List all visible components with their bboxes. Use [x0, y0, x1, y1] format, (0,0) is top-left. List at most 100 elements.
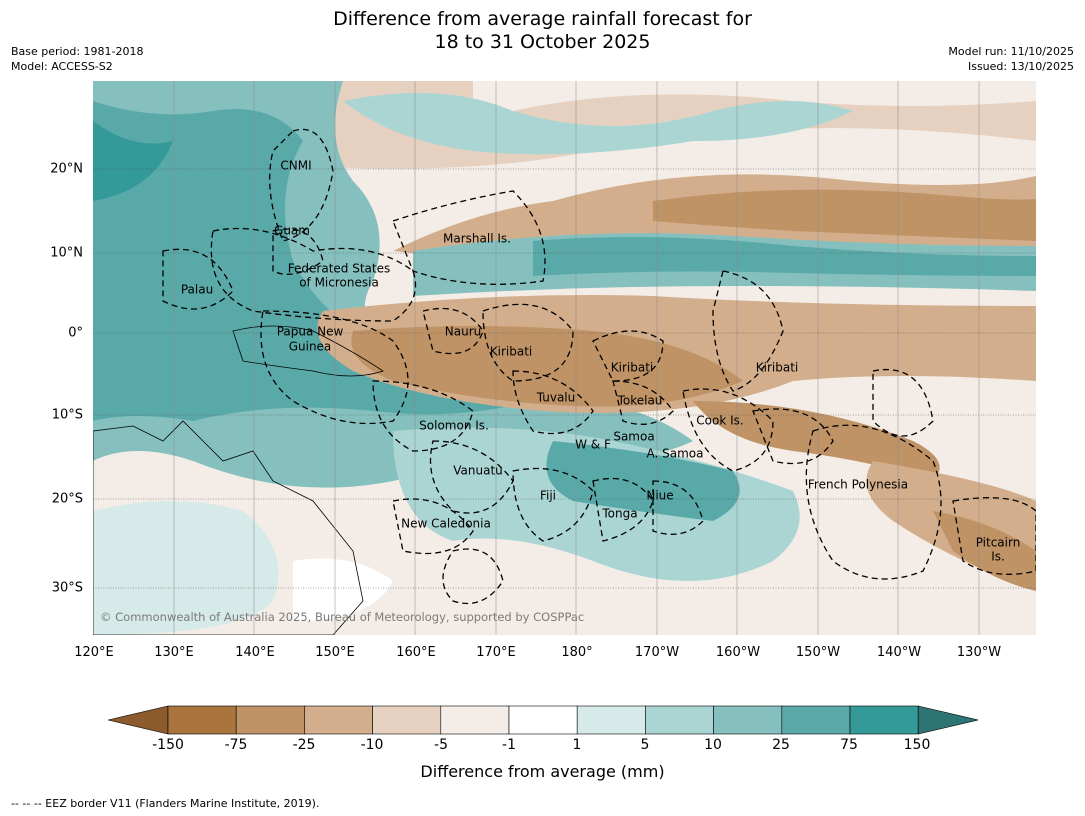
lat-label-20n: 20°N	[50, 161, 83, 177]
label-pitcairn-line1: Pitcairn	[975, 535, 1021, 550]
left-metadata: Base period: 1981-2018 Model: ACCESS-S2	[11, 44, 143, 74]
colorbar-tick: 150	[903, 737, 931, 753]
eez-pitcairn	[952, 497, 1036, 575]
label-solomon: Solomon Is.	[419, 418, 489, 433]
label-marshall: Marshall Is.	[443, 231, 511, 246]
eez-tonga	[592, 477, 654, 542]
colorbar-swatch	[576, 705, 646, 735]
png-coastline	[232, 325, 384, 377]
eez-footnote: -- -- -- EEZ border V11 (Flanders Marine…	[11, 797, 320, 810]
colorbar-tick: 25	[772, 737, 790, 753]
eez-tokelau	[612, 380, 674, 425]
label-tonga: Tonga	[602, 506, 638, 521]
eez-kiribati-phoenix	[592, 330, 664, 382]
lon-label-170w: 170°W	[634, 645, 680, 660]
colorbar-swatch	[849, 705, 919, 735]
pitcairn-brown-area	[933, 511, 1036, 591]
colorbar-swatch	[440, 705, 510, 735]
label-samoa: Samoa	[613, 429, 655, 444]
meridians	[173, 81, 980, 635]
label-french-polynesia: French Polynesia	[807, 477, 909, 492]
philippines-dark-teal	[93, 121, 173, 201]
southwest-light-teal	[93, 501, 279, 635]
lon-label-160w: 160°W	[715, 645, 761, 660]
north-teal-patch	[343, 93, 853, 155]
colorbar-tick: -150	[152, 737, 184, 753]
label-palau: Palau	[180, 282, 214, 297]
eez-french-polynesia	[805, 424, 942, 580]
lat-label-20s: 20°S	[51, 491, 83, 507]
eez-solomon	[372, 380, 474, 452]
dark-teal-band-7n	[533, 237, 1036, 276]
eez-cook	[752, 408, 834, 465]
colorbar-tick: 5	[640, 737, 650, 753]
colorbar-swatch	[508, 705, 578, 735]
label-tokelau: Tokelau	[617, 393, 663, 408]
lat-label-30s: 30°S	[51, 580, 83, 596]
lon-label-140w: 140°W	[876, 645, 922, 660]
colorbar-tick: 10	[704, 737, 722, 753]
colorbar-swatch	[304, 705, 373, 735]
eez-marshall	[392, 190, 546, 285]
label-pitcairn-line2: Is.	[991, 549, 1005, 564]
colorbar-title: Difference from average (mm)	[420, 762, 665, 781]
eez-norfolk	[442, 548, 504, 605]
colorbar-swatch	[781, 705, 851, 735]
label-png-line2: Guinea	[288, 339, 332, 354]
issued-date: Issued: 13/10/2025	[967, 60, 1074, 73]
label-kiribati-gilbert: Kiribati	[489, 344, 533, 359]
eez-cnmi	[269, 128, 334, 242]
colorbar-tick: 1	[572, 737, 582, 753]
label-vanuatu: Vanuatu	[453, 463, 503, 478]
colorbar-tick: -25	[292, 737, 316, 753]
colorbar-tick: -75	[224, 737, 248, 753]
eez-niue	[652, 480, 704, 535]
colorbar-tick: -5	[434, 737, 448, 753]
colorbar-tick: 75	[840, 737, 858, 753]
lon-label-130e: 130°E	[154, 645, 194, 660]
north-light-area	[473, 81, 1036, 121]
colorbar-tick: -10	[360, 737, 384, 753]
west-dark-teal-area	[93, 101, 533, 421]
copyright-notice: © Commonwealth of Australia 2025, Bureau…	[100, 610, 585, 624]
lon-label-170e: 170°E	[476, 645, 516, 660]
label-wallis-futuna: W & F	[575, 437, 611, 452]
eez-cook-north	[682, 388, 774, 472]
colorbar-swatch	[645, 705, 714, 735]
lon-label-140e: 140°E	[235, 645, 275, 660]
title-line-1: Difference from average rainfall forecas…	[333, 8, 752, 30]
label-kiribati-phoenix: Kiribati	[610, 360, 654, 375]
spcz-dark-teal-area	[546, 441, 740, 521]
colorbar	[108, 705, 978, 735]
eez-nauru	[422, 307, 484, 355]
eez-borders	[162, 128, 1036, 605]
model-name: Model: ACCESS-S2	[11, 60, 113, 73]
label-png-line1: Papua New	[276, 324, 344, 339]
chart-title: Difference from average rainfall forecas…	[0, 8, 1085, 54]
colorbar-swatch	[235, 705, 305, 735]
colorbar-tick: -1	[502, 737, 516, 753]
colorbar-swatch	[713, 705, 783, 735]
eez-new-caledonia	[392, 498, 474, 555]
label-nauru: Nauru	[444, 324, 482, 339]
label-tuvalu: Tuvalu	[536, 390, 576, 405]
rainfall-map-svg	[93, 81, 1036, 635]
spcz-brown-area	[693, 401, 940, 481]
lon-label-130w: 130°W	[956, 645, 1002, 660]
graticule	[93, 168, 1036, 589]
southwest-white-area	[293, 558, 393, 621]
eez-vanuatu	[429, 440, 514, 514]
eez-kiribati-line	[712, 270, 784, 392]
base-period: Base period: 1981-2018	[11, 45, 144, 58]
lon-label-160e: 160°E	[396, 645, 436, 660]
eez-png	[260, 310, 409, 425]
colorbar-swatch	[372, 705, 442, 735]
lon-label-120e: 120°E	[74, 645, 114, 660]
label-cook: Cook Is.	[696, 413, 744, 428]
dark-brown-band-10n	[653, 189, 1036, 241]
lat-label-10s: 10°S	[51, 407, 83, 423]
eez-fiji	[512, 467, 594, 542]
label-american-samoa: A. Samoa	[646, 446, 704, 461]
lon-label-150e: 150°E	[315, 645, 355, 660]
eez-guam	[272, 228, 324, 275]
